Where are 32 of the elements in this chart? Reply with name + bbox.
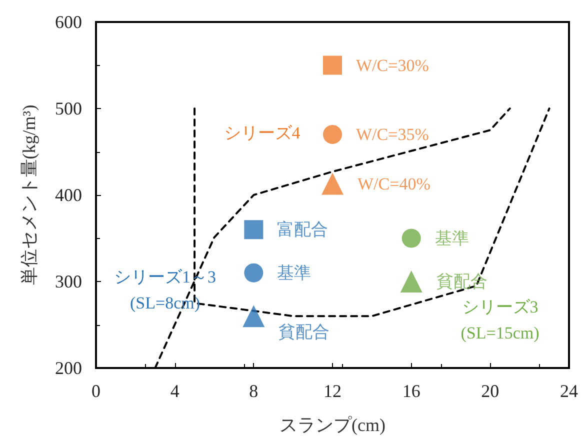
point	[323, 124, 342, 144]
x-tick-label: 16	[402, 381, 420, 401]
series-label: 基準	[277, 263, 312, 282]
y-tick-label: 300	[55, 272, 82, 292]
x-tick-label: 0	[92, 381, 100, 401]
x-tick-label: 4	[170, 381, 180, 401]
series-label: 貧配合	[436, 272, 488, 291]
y-tick-label: 400	[55, 185, 82, 205]
y-tick-label: 500	[55, 98, 82, 118]
point	[402, 228, 421, 248]
point	[400, 270, 422, 292]
y-tick-label: 200	[55, 358, 82, 378]
x-tick-label: 24	[560, 381, 578, 401]
series-label: W/C=30%	[356, 56, 429, 75]
series-label: W/C=35%	[356, 124, 429, 144]
point	[322, 172, 344, 195]
y-axis-title: 単位セメント量(kg/m³)	[19, 104, 39, 286]
x-tick-label: 8	[249, 381, 258, 401]
x-tick-label: 20	[481, 381, 500, 401]
x-tick-label: 12	[324, 381, 342, 401]
point	[244, 263, 264, 282]
series-label: 貧配合	[278, 322, 330, 342]
point	[242, 305, 265, 328]
point	[323, 56, 342, 75]
y-tick-label: 600	[55, 12, 82, 32]
annotation: シリーズ3 (SL=15cm)	[460, 298, 540, 342]
series-label: W/C=40%	[358, 174, 430, 194]
point	[244, 220, 264, 240]
x-axis-title: スランプ(cm)	[280, 415, 386, 435]
series-label: 基準	[434, 228, 469, 248]
annotation: シリーズ4	[224, 124, 301, 142]
series-label: 富配合	[277, 220, 328, 240]
